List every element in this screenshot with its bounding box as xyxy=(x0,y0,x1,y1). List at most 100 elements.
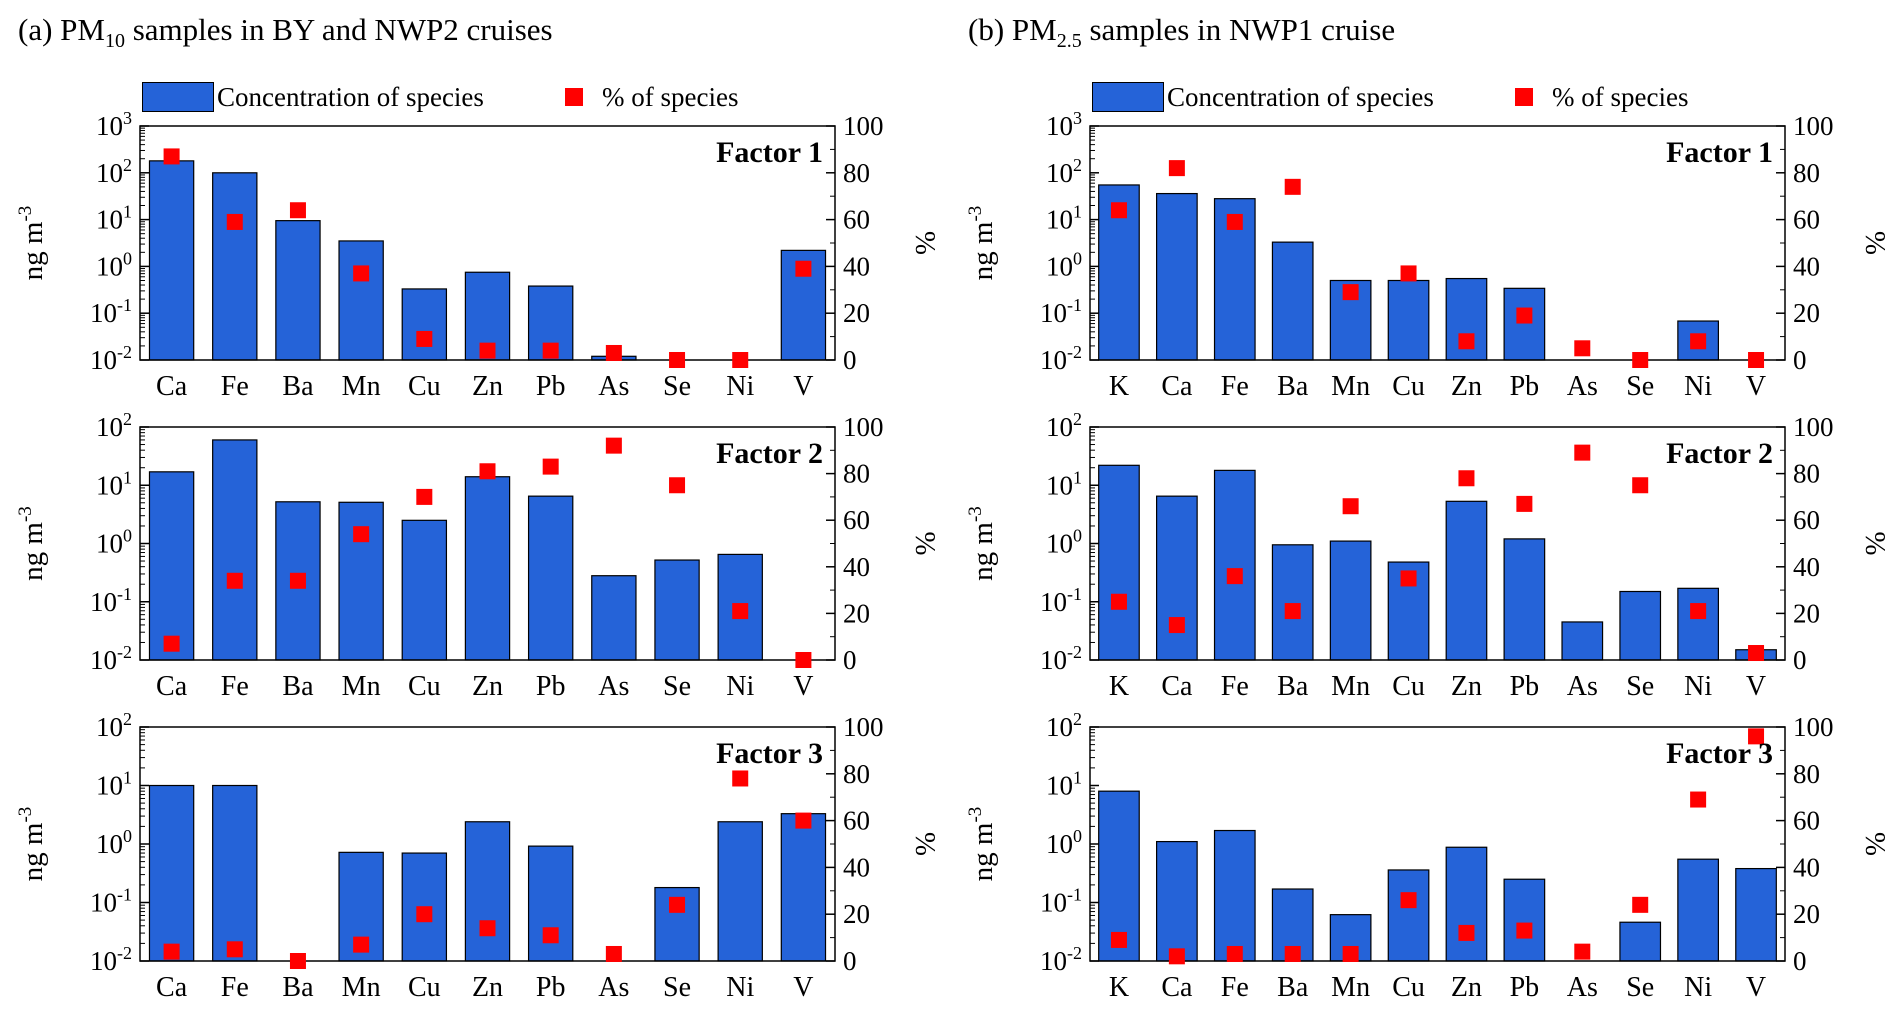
percent-marker xyxy=(605,437,622,454)
x-tick-label: V xyxy=(793,972,813,1003)
y-tick-label: 10-2 xyxy=(90,642,132,675)
percent-marker xyxy=(1400,892,1417,909)
concentration-bar xyxy=(212,784,258,962)
percent-marker xyxy=(163,943,180,960)
percent-marker xyxy=(1400,265,1417,282)
percent-marker xyxy=(1516,495,1533,512)
percent-marker xyxy=(732,352,749,368)
legend-marker-swatch xyxy=(565,88,583,106)
y-axis-label: ng m-3 xyxy=(965,206,999,281)
percent-marker xyxy=(1574,943,1591,960)
x-tick-label: Se xyxy=(663,671,691,702)
x-tick-label: Ba xyxy=(1277,371,1309,402)
panel-a-legend: Concentration of species % of species xyxy=(142,80,782,116)
x-tick-label: Ca xyxy=(1161,972,1193,1003)
x-tick-label: As xyxy=(598,371,629,402)
factor-title: Factor 2 xyxy=(716,437,823,470)
concentration-bar xyxy=(1271,241,1314,361)
y2-axis-label: % xyxy=(909,832,941,856)
x-tick-label: Ni xyxy=(1684,671,1712,702)
concentration-bar xyxy=(1619,590,1662,661)
x-tick-label: Mn xyxy=(342,371,381,402)
percent-marker xyxy=(1516,307,1533,324)
y-axis-label: ng m-3 xyxy=(965,506,999,581)
panel-b-title-subscript: 2.5 xyxy=(1056,30,1082,53)
y2-tick-label: 60 xyxy=(1793,205,1820,235)
x-tick-label: Pb xyxy=(1510,972,1540,1003)
x-tick-label: As xyxy=(1567,371,1598,402)
concentration-bar xyxy=(527,495,574,661)
y-tick-label: 101 xyxy=(1046,467,1082,500)
y-tick-label: 10-2 xyxy=(1040,642,1082,675)
concentration-bar xyxy=(717,821,763,962)
y2-tick-label: 100 xyxy=(1793,111,1834,141)
y-tick-label: 10-1 xyxy=(1040,584,1082,617)
x-tick-label: Zn xyxy=(1451,671,1482,702)
x-tick-label: Ca xyxy=(156,972,188,1003)
y2-tick-label: 100 xyxy=(1793,412,1834,442)
percent-marker xyxy=(416,330,433,347)
panel-a-title-subscript: 10 xyxy=(104,30,125,53)
factor-plot-a-2: 10-2 10-1 100 101 102 0 20 40 60 80 100 Ca Fe Ba Mn Cu Z… xyxy=(15,409,941,702)
factor-title: Factor 1 xyxy=(1666,136,1773,169)
x-tick-label: Mn xyxy=(342,671,381,702)
percent-marker xyxy=(289,953,306,969)
y2-tick-label: 60 xyxy=(843,806,870,836)
y2-tick-label: 20 xyxy=(843,298,870,328)
concentration-bar xyxy=(1735,867,1777,962)
x-tick-label: Pb xyxy=(536,972,566,1003)
y-tick-label: 101 xyxy=(96,768,132,801)
y-axis-label: ng m-3 xyxy=(15,206,49,281)
y-tick-label: 101 xyxy=(96,202,132,235)
percent-marker xyxy=(1632,352,1649,368)
concentration-bar xyxy=(1619,921,1662,962)
y-axis-label: ng m-3 xyxy=(15,506,49,581)
x-tick-label: As xyxy=(1567,671,1598,702)
y-tick-label: 10-1 xyxy=(90,295,132,328)
concentration-bar xyxy=(780,813,827,962)
x-tick-label: Zn xyxy=(472,671,503,702)
y-tick-label: 100 xyxy=(96,526,132,559)
x-tick-label: Se xyxy=(663,972,691,1003)
y2-tick-label: 20 xyxy=(1793,598,1820,628)
y2-tick-label: 0 xyxy=(843,645,857,675)
y-tick-label: 103 xyxy=(96,108,132,141)
y2-tick-label: 80 xyxy=(843,158,870,188)
panel-a-title: (a) PM10 samples in BY and NWP2 cruises xyxy=(18,12,553,53)
percent-marker xyxy=(163,148,180,165)
y-tick-label: 10-2 xyxy=(90,943,132,976)
factor-title: Factor 2 xyxy=(1666,437,1773,470)
concentration-bar xyxy=(527,845,574,962)
x-tick-label: Fe xyxy=(1221,371,1249,402)
y2-tick-label: 20 xyxy=(843,899,870,929)
percent-marker xyxy=(226,213,243,230)
percent-marker xyxy=(353,936,370,953)
concentration-bar xyxy=(148,160,195,361)
percent-marker xyxy=(1226,568,1243,585)
percent-marker xyxy=(479,920,496,937)
y2-tick-label: 60 xyxy=(843,505,870,535)
percent-marker xyxy=(226,941,243,958)
y2-tick-label: 100 xyxy=(843,712,884,742)
concentration-bar xyxy=(1156,840,1198,962)
concentration-bar xyxy=(1561,621,1604,661)
x-tick-label: Zn xyxy=(472,972,503,1003)
concentration-bar xyxy=(212,172,258,361)
percent-marker xyxy=(1748,728,1765,745)
y2-tick-label: 20 xyxy=(1793,899,1820,929)
y2-tick-label: 0 xyxy=(1793,645,1807,675)
y2-tick-label: 80 xyxy=(1793,459,1820,489)
percent-marker xyxy=(1342,284,1359,301)
y2-tick-label: 60 xyxy=(1793,806,1820,836)
percent-marker xyxy=(795,652,812,668)
y-tick-label: 101 xyxy=(96,467,132,500)
y2-tick-label: 60 xyxy=(1793,505,1820,535)
concentration-bar xyxy=(1213,469,1256,661)
percent-marker xyxy=(732,770,749,787)
x-tick-label: Cu xyxy=(1392,671,1425,702)
y-tick-label: 100 xyxy=(96,248,132,281)
concentration-bar xyxy=(1503,538,1546,661)
percent-marker xyxy=(479,342,496,359)
concentration-bar xyxy=(1213,829,1256,962)
y-tick-label: 10-2 xyxy=(90,342,132,375)
